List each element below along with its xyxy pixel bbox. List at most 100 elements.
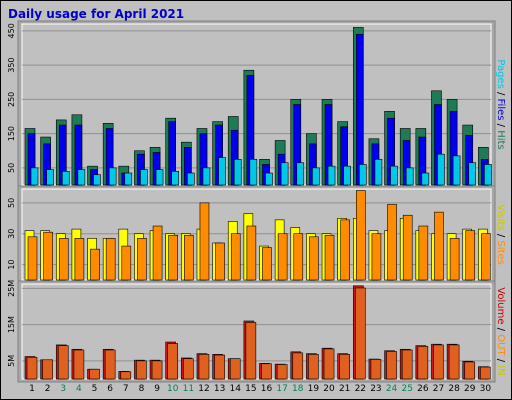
sites-bar: [152, 225, 163, 281]
pages-bar: [312, 167, 320, 186]
sites-bar: [230, 233, 241, 281]
sites-bar: [262, 247, 272, 281]
sites-bar: [387, 204, 397, 281]
kbytes-in-bar: [276, 364, 288, 380]
pages-bar: [218, 157, 226, 186]
sites-bar: [90, 248, 100, 281]
x-tick-label: 29: [464, 384, 476, 394]
sites-bar: [449, 238, 460, 281]
x-tick-label: 24: [386, 384, 398, 394]
files-bar: [355, 33, 364, 186]
x-tick-label: 19: [308, 384, 320, 394]
kbytes-in-bar: [73, 349, 85, 380]
kbytes-in-bar: [229, 358, 241, 380]
y-tick-label: 150: [7, 126, 16, 141]
panel-volume: 5M 15M 25M: [7, 280, 496, 383]
pages-bar: [358, 164, 367, 186]
kbytes-in-bar: [120, 371, 132, 380]
x-tick-label: 23: [370, 384, 381, 394]
x-tick-label: 12: [198, 384, 209, 394]
pages-bar: [30, 167, 39, 186]
y-tick-label: 50: [7, 163, 16, 173]
x-tick-label: 1: [29, 384, 35, 394]
pages-bar: [343, 165, 351, 186]
sites-bar: [121, 245, 132, 281]
kbytes-in-bar: [448, 344, 460, 380]
pages-bar: [327, 165, 336, 186]
sites-bar: [246, 225, 257, 281]
kbytes-in-bar: [401, 349, 413, 380]
kbytes-in-bar: [42, 359, 53, 380]
pages-bar: [233, 159, 242, 186]
sites-bar: [27, 236, 38, 281]
panel-pages-files-hits: 50 150 250 350 450: [7, 20, 496, 189]
x-tick-label: 16: [261, 384, 273, 394]
kbytes-in-bar: [151, 360, 163, 380]
pages-bar: [405, 167, 414, 186]
sites-bar: [184, 234, 194, 281]
side-legend-part: Sites: [495, 240, 506, 264]
kbytes-in-bar: [214, 354, 225, 380]
kbytes-in-bar: [245, 322, 257, 380]
sites-bar: [168, 234, 178, 281]
pages-bar: [108, 167, 117, 186]
kbytes-in-bar: [323, 348, 335, 380]
x-tick-label: 5: [92, 384, 98, 394]
sites-bar: [418, 225, 429, 281]
x-tick-label: 21: [339, 384, 350, 394]
pages-bar: [124, 172, 133, 186]
pages-bar: [296, 162, 305, 186]
x-tick-label: 26: [417, 384, 429, 394]
panel-visits-sites: 10 30 50: [7, 185, 496, 284]
kbytes-in-bar: [104, 349, 116, 380]
x-tick-label: 10: [167, 384, 179, 394]
panel-plot-area: [21, 23, 492, 186]
x-tick-label: 7: [123, 384, 129, 394]
y-tick-label: 450: [7, 23, 16, 38]
x-tick-label: 13: [214, 384, 225, 394]
pages-bar: [140, 169, 148, 186]
y-tick-label: 250: [7, 92, 16, 107]
sites-bar: [105, 238, 116, 281]
side-legend-part: /: [495, 120, 506, 130]
kbytes-in-bar: [167, 343, 178, 380]
pages-bar: [421, 172, 430, 186]
sites-bar: [340, 219, 350, 281]
sites-bar: [293, 233, 304, 281]
kbytes-in-bar: [433, 344, 444, 380]
pages-bar: [265, 172, 273, 186]
y-tick-label: 10: [7, 259, 16, 269]
pages-bar: [249, 159, 258, 186]
chart-title: Daily usage for April 2021: [8, 7, 184, 21]
x-tick-label: 6: [107, 384, 113, 394]
kbytes-in-bar: [183, 358, 194, 380]
kbytes-in-bar: [308, 354, 319, 380]
pages-bar: [77, 169, 86, 186]
y-tick-label: 30: [7, 229, 16, 239]
x-tick-label: 2: [45, 384, 51, 394]
sites-bar: [58, 238, 69, 281]
x-tick-label: 20: [323, 384, 335, 394]
y-tick-label: 25M: [7, 280, 16, 297]
sites-bar: [324, 234, 335, 281]
side-legend-bottom: Volume / OUT / IN: [495, 287, 506, 375]
sites-bar: [355, 190, 366, 281]
kbytes-in-bar: [198, 354, 210, 380]
side-legend-part: Hits: [495, 130, 506, 149]
side-legend-part: Pages: [495, 59, 506, 88]
side-legend-part: Volume: [495, 287, 506, 324]
pages-bar: [484, 164, 492, 186]
sites-bar: [434, 211, 444, 281]
y-tick-label: 5M: [7, 355, 16, 367]
kbytes-in-bar: [292, 352, 304, 380]
x-tick-label: 28: [448, 384, 460, 394]
sites-bar: [137, 238, 147, 281]
side-legend-top: Pages / Files / Hits: [495, 59, 506, 149]
x-tick-label: 18: [292, 384, 304, 394]
panel-plot-area: [21, 283, 492, 380]
x-tick-label: 25: [401, 384, 412, 394]
kbytes-in-bar: [261, 363, 272, 380]
pages-bar: [46, 169, 54, 186]
kbytes-in-bar: [370, 359, 382, 380]
